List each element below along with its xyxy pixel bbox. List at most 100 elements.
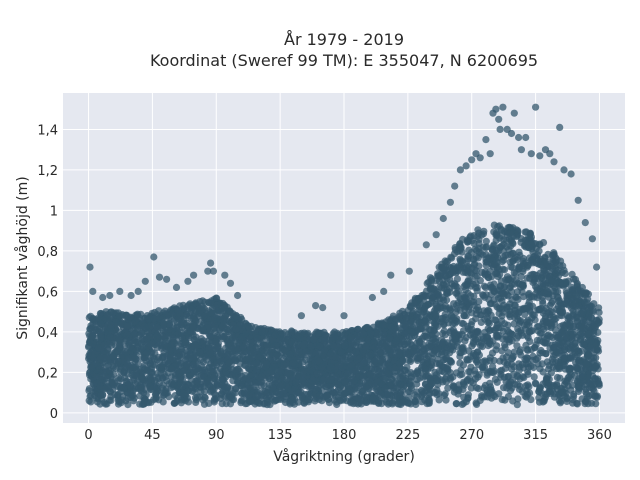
data-point bbox=[276, 367, 284, 375]
data-point bbox=[519, 257, 527, 265]
data-point bbox=[407, 384, 416, 392]
data-point bbox=[464, 269, 472, 277]
data-point bbox=[331, 353, 339, 361]
data-point bbox=[451, 329, 459, 337]
data-point bbox=[359, 373, 367, 381]
data-point bbox=[318, 363, 326, 371]
data-point bbox=[521, 355, 529, 363]
data-point bbox=[377, 390, 385, 398]
data-point bbox=[468, 309, 476, 317]
data-point bbox=[388, 400, 396, 408]
data-point bbox=[550, 251, 558, 259]
data-point bbox=[347, 398, 355, 406]
data-point bbox=[305, 396, 313, 404]
data-point bbox=[493, 378, 501, 386]
data-point bbox=[425, 325, 433, 334]
data-point bbox=[232, 312, 240, 320]
data-point bbox=[535, 305, 543, 314]
data-point bbox=[220, 376, 228, 384]
data-point bbox=[309, 376, 317, 384]
data-point bbox=[482, 255, 490, 263]
data-point bbox=[220, 321, 228, 329]
data-point bbox=[300, 398, 308, 406]
data-point bbox=[505, 328, 513, 336]
data-point bbox=[482, 237, 490, 245]
data-point bbox=[392, 327, 400, 336]
data-point bbox=[543, 339, 551, 347]
data-point bbox=[487, 394, 496, 402]
data-point bbox=[106, 340, 114, 348]
data-point bbox=[438, 339, 446, 347]
data-point bbox=[171, 399, 179, 407]
data-point bbox=[346, 353, 354, 362]
data-point bbox=[443, 286, 451, 294]
data-point bbox=[313, 370, 321, 378]
chart-title-line-1: År 1979 - 2019 bbox=[284, 30, 404, 49]
data-point bbox=[120, 369, 128, 377]
data-point bbox=[374, 366, 382, 374]
data-point bbox=[115, 336, 123, 344]
data-point bbox=[517, 346, 525, 354]
data-point bbox=[474, 328, 482, 336]
data-point bbox=[326, 349, 334, 358]
data-point bbox=[568, 381, 576, 389]
data-point bbox=[409, 307, 417, 316]
data-point bbox=[166, 347, 174, 355]
data-point bbox=[212, 335, 220, 343]
data-point bbox=[220, 382, 228, 390]
data-point bbox=[247, 397, 255, 405]
data-point bbox=[570, 322, 578, 330]
data-point bbox=[588, 391, 596, 399]
data-point bbox=[515, 363, 524, 371]
data-point bbox=[525, 233, 533, 241]
data-point bbox=[473, 287, 481, 295]
data-point bbox=[178, 328, 186, 336]
data-point bbox=[174, 353, 182, 361]
data-point bbox=[501, 396, 509, 404]
data-point bbox=[165, 320, 173, 328]
data-point bbox=[116, 312, 124, 320]
data-point bbox=[471, 375, 480, 383]
data-point bbox=[375, 397, 383, 405]
data-point bbox=[365, 380, 373, 388]
data-point bbox=[273, 388, 281, 396]
data-point bbox=[506, 284, 514, 292]
data-point bbox=[563, 394, 571, 402]
data-point bbox=[480, 282, 489, 290]
data-point bbox=[534, 327, 542, 335]
data-point bbox=[498, 335, 507, 343]
data-point bbox=[280, 361, 288, 369]
data-point bbox=[443, 364, 451, 372]
data-point bbox=[446, 306, 454, 314]
data-point bbox=[284, 385, 292, 393]
data-point bbox=[413, 313, 421, 321]
data-point bbox=[556, 374, 564, 382]
data-point bbox=[435, 277, 443, 285]
data-point bbox=[496, 282, 504, 290]
data-point bbox=[140, 396, 148, 404]
data-point bbox=[258, 372, 266, 380]
data-point bbox=[467, 292, 475, 300]
data-point bbox=[565, 291, 574, 299]
data-point bbox=[548, 308, 556, 316]
data-point bbox=[233, 379, 242, 387]
data-point bbox=[590, 349, 598, 357]
data-point bbox=[224, 393, 232, 402]
data-point bbox=[554, 358, 562, 366]
data-point bbox=[461, 305, 469, 314]
data-point bbox=[595, 304, 603, 312]
data-point bbox=[439, 314, 447, 322]
data-point bbox=[307, 342, 315, 350]
data-point bbox=[582, 398, 590, 406]
data-point bbox=[178, 318, 186, 326]
data-point bbox=[490, 228, 498, 236]
data-point bbox=[479, 358, 487, 366]
data-point bbox=[398, 335, 406, 343]
data-point bbox=[441, 331, 449, 339]
data-point bbox=[584, 330, 592, 338]
data-point bbox=[332, 373, 340, 381]
data-point bbox=[473, 246, 481, 254]
data-point bbox=[460, 381, 468, 389]
data-point bbox=[355, 355, 363, 363]
data-point bbox=[123, 331, 131, 339]
